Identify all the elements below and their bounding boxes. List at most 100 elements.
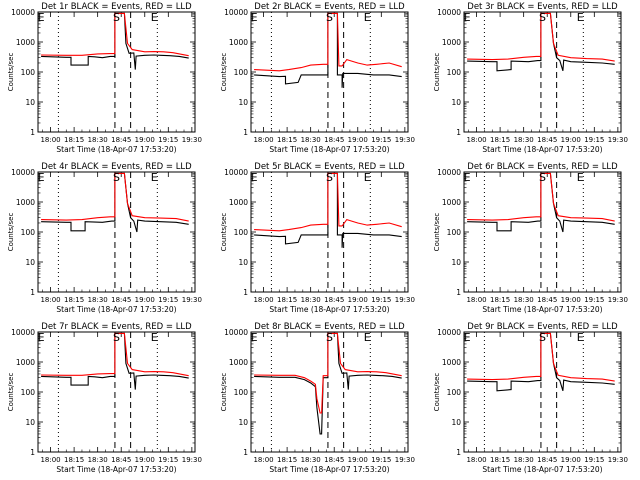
y-axis-label: Counts/sec (220, 213, 228, 252)
panel-det6r: Det 6r BLACK = Events, RED = LLD 1 10 100 10… (433, 162, 628, 314)
y-tick-label: 10 (238, 418, 248, 427)
y-tick-label: 1000 (229, 358, 248, 367)
y-tick-label: 10 (451, 258, 461, 267)
x-tick-label: 18:15 (277, 136, 297, 144)
x-tick-label: 18:45 (324, 456, 344, 464)
x-tick-label: 19:15 (158, 456, 178, 464)
interval-annotation: S (326, 171, 333, 184)
y-tick-label: 10000 (437, 168, 461, 177)
x-tick-label: 19:00 (348, 456, 368, 464)
y-tick-label: 100 (234, 68, 249, 77)
y-tick-label: 1000 (16, 38, 35, 47)
series-line-lld (41, 172, 189, 222)
x-tick-label: 18:00 (40, 456, 60, 464)
interval-annotation: E (151, 331, 158, 344)
series-line-lld (254, 12, 402, 72)
y-tick-label: 1000 (229, 38, 248, 47)
interval-annotation: S (539, 11, 546, 24)
y-tick-label: 10 (25, 418, 35, 427)
panel-det1r: Det 1r BLACK = Events, RED = LLD 1 10 100 10… (7, 2, 202, 154)
x-tick-label: 18:15 (64, 136, 84, 144)
x-tick-label: 19:30 (608, 136, 628, 144)
series-line-lld (467, 332, 615, 382)
y-tick-label: 1 (30, 448, 35, 457)
x-tick-label: 19:30 (395, 136, 415, 144)
series-line-lld (467, 172, 615, 222)
y-tick-label: 10000 (437, 8, 461, 17)
y-tick-label: 1 (243, 448, 248, 457)
y-tick-label: 1 (30, 288, 35, 297)
panel-det8r: Det 8r BLACK = Events, RED = LLD 1 10 100 10… (220, 322, 415, 474)
x-tick-label: 18:45 (324, 296, 344, 304)
x-tick-label: 19:15 (584, 136, 604, 144)
y-tick-label: 1000 (442, 38, 461, 47)
y-tick-label: 100 (21, 388, 36, 397)
x-tick-label: 18:45 (537, 136, 557, 144)
panel-det2r: Det 2r BLACK = Events, RED = LLD 1 10 100 10… (220, 2, 415, 154)
x-tick-label: 18:30 (88, 456, 108, 464)
x-tick-label: 19:30 (608, 456, 628, 464)
y-tick-label: 1000 (16, 358, 35, 367)
x-tick-label: 19:00 (135, 456, 155, 464)
series-line-lld (41, 12, 189, 57)
x-tick-label: 18:45 (111, 136, 131, 144)
panel-title: Det 1r BLACK = Events, RED = LLD (41, 2, 192, 12)
x-tick-label: 18:30 (514, 456, 534, 464)
interval-annotation: S (539, 171, 546, 184)
y-tick-label: 100 (447, 68, 462, 77)
x-tick-label: 18:45 (324, 136, 344, 144)
x-tick-label: 19:15 (371, 456, 391, 464)
x-tick-label: 19:15 (158, 296, 178, 304)
y-tick-label: 1000 (442, 198, 461, 207)
panel-title: Det 5r BLACK = Events, RED = LLD (254, 162, 405, 172)
x-tick-label: 18:00 (466, 296, 486, 304)
y-tick-label: 1 (243, 128, 248, 137)
x-tick-label: 19:30 (395, 456, 415, 464)
x-tick-label: 19:00 (348, 136, 368, 144)
y-tick-label: 10 (25, 258, 35, 267)
series-line-lld (254, 172, 402, 232)
x-tick-label: 18:15 (64, 456, 84, 464)
y-tick-label: 10000 (224, 328, 248, 337)
y-tick-label: 10 (238, 258, 248, 267)
x-tick-label: 18:45 (111, 296, 131, 304)
interval-annotation: E (251, 11, 258, 24)
interval-annotation: E (38, 171, 45, 184)
y-tick-label: 1000 (16, 198, 35, 207)
x-tick-label: 19:30 (608, 296, 628, 304)
series-line-lld (41, 332, 189, 377)
x-tick-label: 18:15 (277, 296, 297, 304)
panel-title: Det 7r BLACK = Events, RED = LLD (41, 322, 192, 332)
x-tick-label: 18:30 (88, 136, 108, 144)
x-tick-label: 19:00 (561, 136, 581, 144)
x-tick-label: 18:15 (490, 136, 510, 144)
y-tick-label: 1000 (229, 198, 248, 207)
interval-annotation: E (464, 11, 471, 24)
x-axis-label: Start Time (18-Apr-07 17:53:20) (56, 465, 176, 474)
interval-annotation: E (364, 11, 371, 24)
interval-annotation: S (326, 331, 333, 344)
panel-det9r: Det 9r BLACK = Events, RED = LLD 1 10 100 10… (433, 322, 628, 474)
x-tick-label: 18:45 (111, 456, 131, 464)
y-tick-label: 10 (25, 98, 35, 107)
panel-title: Det 3r BLACK = Events, RED = LLD (467, 2, 618, 12)
y-tick-label: 1000 (442, 358, 461, 367)
plot-frame (250, 11, 409, 133)
interval-annotation: E (464, 171, 471, 184)
x-axis-label: Start Time (18-Apr-07 17:53:20) (482, 145, 602, 154)
plot-frame (250, 171, 409, 293)
interval-annotation: E (577, 11, 584, 24)
plot-frame (37, 11, 196, 133)
panel-det7r: Det 7r BLACK = Events, RED = LLD 1 10 100 10… (7, 322, 202, 474)
series-line-lld (254, 332, 402, 414)
plot-frame (463, 331, 622, 453)
plot-frame (37, 171, 196, 293)
x-tick-label: 18:30 (301, 136, 321, 144)
x-axis-label: Start Time (18-Apr-07 17:53:20) (482, 465, 602, 474)
y-tick-label: 10000 (11, 168, 35, 177)
interval-annotation: S (113, 171, 120, 184)
interval-annotation: E (577, 331, 584, 344)
y-tick-label: 100 (447, 388, 462, 397)
plot-frame (463, 171, 622, 293)
